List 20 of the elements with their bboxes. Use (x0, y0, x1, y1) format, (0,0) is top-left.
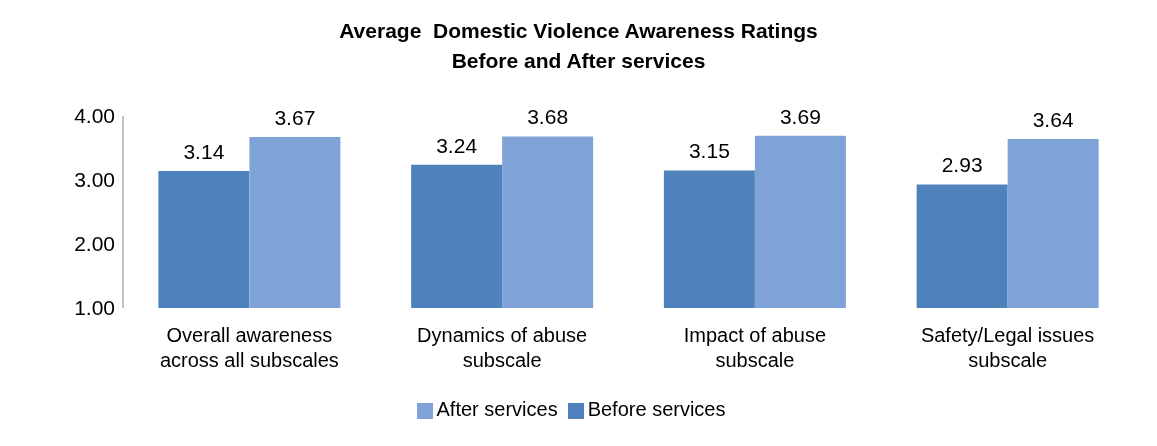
x-tick-label: Safety/Legal issues subscale (920, 324, 1095, 371)
data-label: 3.64 (1032, 108, 1074, 132)
y-tick-label: 2.00 (74, 232, 115, 256)
y-tick-label: 1.00 (74, 296, 115, 320)
data-label: 3.67 (274, 106, 316, 130)
x-tick-label: Dynamics of abuse subscale (417, 324, 588, 371)
data-label: 2.93 (941, 153, 983, 177)
legend-label: Before services (587, 398, 726, 420)
chart-subtitle: Before and After services (450, 48, 707, 74)
legend-label: After services (436, 398, 558, 420)
data-label: 3.24 (436, 133, 478, 157)
data-label: 3.14 (183, 140, 225, 164)
data-label: 3.68 (527, 105, 569, 129)
x-tick-label: Overall awareness across all subscales (159, 324, 339, 371)
y-tick-label: 4.00 (74, 104, 115, 128)
y-tick-label: 3.00 (74, 168, 115, 192)
x-tick-label: Impact of abuse subscale (683, 324, 827, 371)
data-label: 3.15 (688, 139, 730, 163)
data-label: 3.69 (779, 104, 821, 128)
chart-title: Average Domestic Violence Awareness Ratings (338, 18, 819, 44)
